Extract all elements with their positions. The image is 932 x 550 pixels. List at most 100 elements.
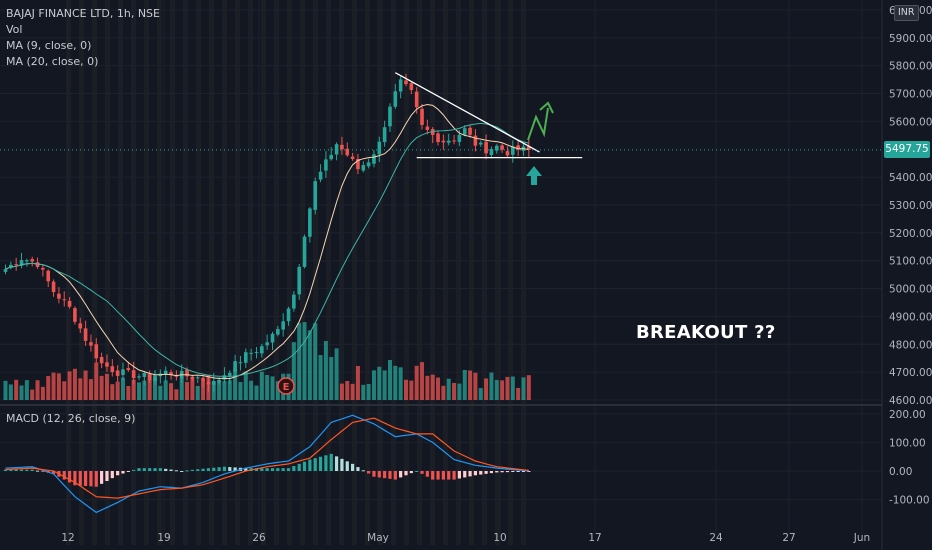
volume-bar bbox=[291, 342, 296, 400]
candle-body bbox=[329, 154, 334, 160]
macd-histogram-bar bbox=[500, 471, 504, 473]
price-candles bbox=[3, 73, 531, 392]
candle-body bbox=[62, 299, 67, 301]
macd-histogram-bar bbox=[313, 458, 317, 471]
candle-body bbox=[19, 260, 24, 266]
macd-histogram-bar bbox=[436, 471, 440, 480]
volume-bar bbox=[489, 372, 494, 400]
candle-body bbox=[260, 346, 264, 354]
candle-body bbox=[238, 362, 243, 364]
drawings[interactable] bbox=[0, 72, 882, 185]
macd-histogram-bar bbox=[84, 471, 88, 486]
price-tick-label: 5400.00 bbox=[889, 172, 932, 184]
candle-body bbox=[83, 328, 88, 341]
candle-body bbox=[494, 145, 499, 151]
volume-bar bbox=[40, 386, 45, 400]
symbol-title[interactable]: BAJAJ FINANCE LTD, 1h, NSE bbox=[6, 7, 160, 20]
volume-bar bbox=[142, 380, 147, 400]
time-tick-label: 19 bbox=[157, 532, 170, 544]
volume-bar bbox=[243, 371, 248, 400]
candle-body bbox=[270, 333, 275, 343]
candle-body bbox=[227, 372, 232, 376]
price-axis[interactable]: 4600.00 4700.00 4800.00 4900.00 5000.00 5100.… bbox=[889, 5, 932, 507]
candle-body bbox=[89, 342, 93, 346]
price-tick-label: 5900.00 bbox=[889, 33, 932, 45]
earnings-event-label: E bbox=[283, 382, 290, 393]
volume-bar bbox=[468, 370, 473, 400]
macd-histogram-bar bbox=[292, 466, 296, 471]
breakout-annotation[interactable]: BREAKOUT ?? bbox=[636, 322, 776, 343]
candle-body bbox=[462, 128, 467, 135]
macd-legend: MACD (12, 26, close, 9) bbox=[6, 411, 135, 427]
macd-histogram-bar bbox=[473, 471, 478, 476]
macd-histogram-bar bbox=[212, 467, 216, 471]
candle-body bbox=[41, 267, 45, 270]
session-band bbox=[248, 0, 253, 545]
session-band bbox=[521, 0, 526, 545]
macd-histogram-bar bbox=[404, 471, 408, 476]
candle-body bbox=[206, 381, 211, 385]
session-band bbox=[235, 0, 240, 545]
candle-body bbox=[35, 262, 40, 268]
price-tick-label: 4600.00 bbox=[889, 395, 932, 407]
volume-bar bbox=[478, 388, 483, 400]
macd-label[interactable]: MACD (12, 26, close, 9) bbox=[6, 412, 136, 425]
candle-body bbox=[478, 142, 483, 145]
candle-body bbox=[361, 165, 366, 171]
ma-slow-label[interactable]: MA (20, close, 0) bbox=[6, 55, 99, 68]
candle-body bbox=[211, 381, 216, 385]
candle-body bbox=[382, 127, 387, 143]
macd-histogram-bar bbox=[190, 469, 194, 471]
volume-bar bbox=[222, 381, 227, 400]
macd-histogram-bar bbox=[511, 471, 515, 472]
volume-bar bbox=[275, 381, 280, 400]
macd-histogram-bar bbox=[351, 463, 355, 471]
candle-body bbox=[46, 270, 51, 282]
price-tick-label: 5700.00 bbox=[889, 89, 932, 101]
session-band bbox=[144, 0, 149, 545]
candle-body bbox=[276, 329, 280, 335]
candle-body bbox=[366, 162, 371, 167]
macd-histogram-bar bbox=[73, 471, 77, 486]
signal-line bbox=[5, 417, 529, 499]
volume-bar bbox=[510, 376, 515, 400]
volume-bar bbox=[355, 365, 360, 400]
macd-histogram-bar bbox=[281, 468, 285, 471]
candle-body bbox=[377, 141, 382, 155]
volume-bar bbox=[190, 378, 195, 400]
volume-bar bbox=[195, 385, 200, 400]
macd-tick-label: 0.00 bbox=[889, 466, 912, 478]
ma-slow-line bbox=[5, 122, 529, 377]
candle-body bbox=[324, 159, 328, 171]
macd-histogram-bar bbox=[14, 469, 18, 471]
volume-bar bbox=[457, 383, 462, 400]
macd-histogram-bar bbox=[463, 471, 467, 478]
macd-histogram-bar bbox=[9, 469, 13, 471]
macd-histogram-bar bbox=[164, 468, 168, 471]
candle-body bbox=[393, 91, 398, 107]
session-band bbox=[404, 0, 409, 545]
session-band bbox=[118, 0, 123, 545]
session-bands bbox=[66, 0, 526, 545]
time-axis[interactable]: 12 19 26 May 10 17 24 27 Jun bbox=[61, 532, 870, 544]
volume-bar bbox=[254, 385, 259, 400]
candle-body bbox=[195, 377, 200, 379]
candle-body bbox=[500, 145, 504, 150]
volume-bar bbox=[3, 380, 8, 400]
macd-histogram-bar bbox=[126, 471, 130, 472]
volume-bar bbox=[163, 380, 168, 400]
volume-indicator-label[interactable]: Vol bbox=[6, 23, 23, 36]
currency-badge[interactable]: INR bbox=[894, 5, 919, 21]
candle-body bbox=[297, 266, 301, 295]
volume-bar bbox=[238, 382, 243, 400]
session-band bbox=[170, 0, 175, 545]
events-layer[interactable]: E bbox=[277, 377, 295, 395]
volume-bar bbox=[425, 375, 430, 400]
candle-body bbox=[345, 148, 350, 156]
ma-fast-label[interactable]: MA (9, close, 0) bbox=[6, 39, 92, 52]
volume-bar bbox=[334, 348, 339, 400]
candle-body bbox=[153, 376, 157, 382]
candle-body bbox=[425, 126, 430, 130]
volume-bar bbox=[131, 379, 136, 400]
